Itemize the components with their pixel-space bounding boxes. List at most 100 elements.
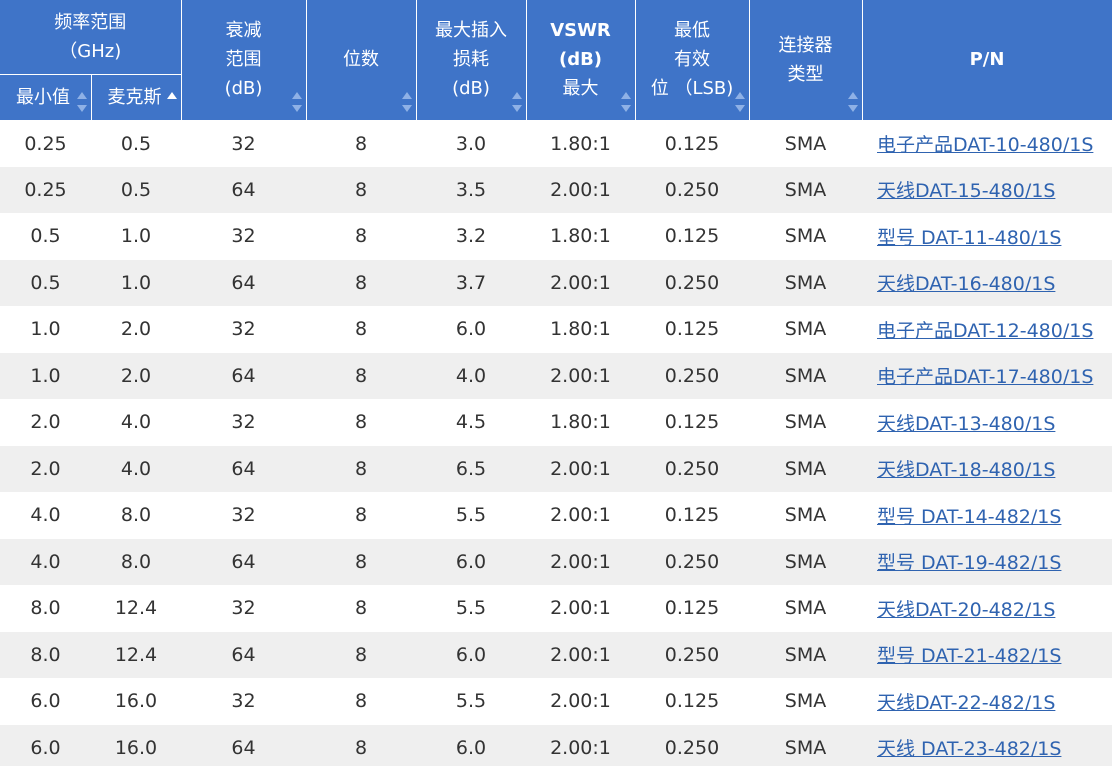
cell-pn: 型号 DAT-21-482/1S	[862, 631, 1112, 678]
sort-arrows-icon[interactable]	[847, 90, 858, 114]
header-connector[interactable]: 连接器 类型	[749, 0, 863, 121]
part-number-link[interactable]: 电子产品DAT-17-480/1S	[877, 366, 1094, 389]
cell-freq-min: 2.0	[0, 445, 91, 492]
cell-pn: 电子产品DAT-10-480/1S	[862, 120, 1112, 167]
cell-pn: 天线DAT-20-482/1S	[862, 585, 1112, 632]
table-row: 1.0 2.0 64 8 4.0 2.00:1 0.250 SMA 电子产品DAT-17-480…	[0, 352, 1112, 399]
cell-vswr: 1.80:1	[526, 306, 635, 353]
cell-freq-min: 4.0	[0, 538, 91, 585]
cell-pn: 型号 DAT-11-480/1S	[862, 213, 1112, 260]
cell-bits: 8	[306, 678, 416, 725]
table-row: 0.5 1.0 32 8 3.2 1.80:1 0.125 SMA 型号 DAT-11-480/…	[0, 213, 1112, 260]
cell-bits: 8	[306, 306, 416, 353]
cell-min-lsb: 0.250	[635, 724, 749, 766]
cell-freq-max: 1.0	[91, 213, 181, 260]
cell-freq-max: 2.0	[91, 352, 181, 399]
cell-min-lsb: 0.125	[635, 306, 749, 353]
cell-vswr: 1.80:1	[526, 213, 635, 260]
cell-insertion-loss: 6.0	[416, 306, 526, 353]
cell-vswr: 1.80:1	[526, 399, 635, 446]
part-number-link[interactable]: 天线DAT-20-482/1S	[877, 598, 1056, 621]
cell-bits: 8	[306, 492, 416, 539]
cell-freq-min: 8.0	[0, 585, 91, 632]
cell-bits: 8	[306, 445, 416, 492]
cell-min-lsb: 0.125	[635, 492, 749, 539]
part-number-link[interactable]: 型号 DAT-21-482/1S	[877, 645, 1062, 668]
table-row: 0.25 0.5 32 8 3.0 1.80:1 0.125 SMA 电子产品DAT-10-48…	[0, 120, 1112, 167]
part-number-link[interactable]: 天线DAT-22-482/1S	[877, 691, 1056, 714]
table-row: 2.0 4.0 64 8 6.5 2.00:1 0.250 SMA 天线DAT-18-480/1…	[0, 445, 1112, 492]
cell-bits: 8	[306, 352, 416, 399]
cell-vswr: 2.00:1	[526, 585, 635, 632]
cell-bits: 8	[306, 213, 416, 260]
cell-freq-min: 4.0	[0, 492, 91, 539]
cell-freq-min: 6.0	[0, 678, 91, 725]
header-min-lsb[interactable]: 最低 有效 位 （LSB)	[635, 0, 750, 121]
sort-ascending-icon[interactable]	[166, 90, 177, 114]
sort-arrows-icon[interactable]	[511, 90, 522, 114]
part-number-link[interactable]: 天线DAT-15-480/1S	[877, 180, 1056, 203]
part-number-link[interactable]: 电子产品DAT-12-480/1S	[877, 319, 1094, 342]
cell-bits: 8	[306, 259, 416, 306]
cell-freq-min: 6.0	[0, 724, 91, 766]
cell-atten-range: 32	[181, 678, 306, 725]
cell-pn: 天线DAT-16-480/1S	[862, 259, 1112, 306]
part-number-link[interactable]: 型号 DAT-14-482/1S	[877, 505, 1062, 528]
part-number-link[interactable]: 型号 DAT-19-482/1S	[877, 552, 1062, 575]
cell-insertion-loss: 5.5	[416, 492, 526, 539]
cell-freq-min: 1.0	[0, 306, 91, 353]
cell-freq-min: 0.25	[0, 166, 91, 213]
cell-connector: SMA	[749, 306, 862, 353]
table-row: 4.0 8.0 64 8 6.0 2.00:1 0.250 SMA 型号 DAT-19-482/…	[0, 538, 1112, 585]
part-number-link[interactable]: 天线 DAT-23-482/1S	[877, 738, 1062, 761]
cell-connector: SMA	[749, 585, 862, 632]
cell-insertion-loss: 4.5	[416, 399, 526, 446]
sort-arrows-icon[interactable]	[734, 90, 745, 114]
cell-pn: 天线DAT-22-482/1S	[862, 678, 1112, 725]
cell-vswr: 2.00:1	[526, 538, 635, 585]
cell-connector: SMA	[749, 352, 862, 399]
part-number-link[interactable]: 天线DAT-16-480/1S	[877, 273, 1056, 296]
header-atten-range[interactable]: 衰减 范围 (dB)	[181, 0, 307, 121]
cell-pn: 型号 DAT-14-482/1S	[862, 492, 1112, 539]
cell-insertion-loss: 5.5	[416, 585, 526, 632]
cell-pn: 电子产品DAT-17-480/1S	[862, 352, 1112, 399]
cell-connector: SMA	[749, 213, 862, 260]
part-number-link[interactable]: 天线DAT-18-480/1S	[877, 459, 1056, 482]
part-number-link[interactable]: 型号 DAT-11-480/1S	[877, 226, 1062, 249]
cell-connector: SMA	[749, 166, 862, 213]
cell-pn: 天线DAT-15-480/1S	[862, 166, 1112, 213]
cell-freq-max: 16.0	[91, 724, 181, 766]
cell-freq-max: 16.0	[91, 678, 181, 725]
table-row: 8.0 12.4 64 8 6.0 2.00:1 0.250 SMA 型号 DAT-21-482…	[0, 631, 1112, 678]
header-vswr[interactable]: VSWR (dB) 最大	[526, 0, 636, 121]
cell-min-lsb: 0.125	[635, 678, 749, 725]
sort-arrows-icon[interactable]	[401, 90, 412, 114]
cell-bits: 8	[306, 120, 416, 167]
header-insertion-loss[interactable]: 最大插入 损耗 (dB)	[416, 0, 527, 121]
part-number-link[interactable]: 电子产品DAT-10-480/1S	[877, 134, 1094, 156]
cell-atten-range: 64	[181, 631, 306, 678]
sort-arrows-icon[interactable]	[620, 90, 631, 114]
cell-atten-range: 64	[181, 724, 306, 766]
sort-arrows-icon[interactable]	[76, 90, 87, 114]
header-bits[interactable]: 位数	[306, 0, 417, 121]
cell-pn: 型号 DAT-19-482/1S	[862, 538, 1112, 585]
cell-freq-min: 2.0	[0, 399, 91, 446]
cell-freq-max: 4.0	[91, 399, 181, 446]
cell-pn: 天线DAT-18-480/1S	[862, 445, 1112, 492]
cell-connector: SMA	[749, 399, 862, 446]
cell-atten-range: 64	[181, 352, 306, 399]
header-freq-max[interactable]: 麦克斯	[91, 74, 182, 121]
header-freq-min[interactable]: 最小值	[0, 74, 92, 121]
sort-arrows-icon[interactable]	[291, 90, 302, 114]
cell-vswr: 2.00:1	[526, 492, 635, 539]
cell-freq-max: 0.5	[91, 166, 181, 213]
part-number-link[interactable]: 天线DAT-13-480/1S	[877, 412, 1056, 435]
cell-atten-range: 32	[181, 399, 306, 446]
cell-freq-min: 0.5	[0, 213, 91, 260]
cell-atten-range: 32	[181, 213, 306, 260]
cell-freq-max: 4.0	[91, 445, 181, 492]
table-row: 0.5 1.0 64 8 3.7 2.00:1 0.250 SMA 天线DAT-16-480/1…	[0, 259, 1112, 306]
cell-bits: 8	[306, 631, 416, 678]
